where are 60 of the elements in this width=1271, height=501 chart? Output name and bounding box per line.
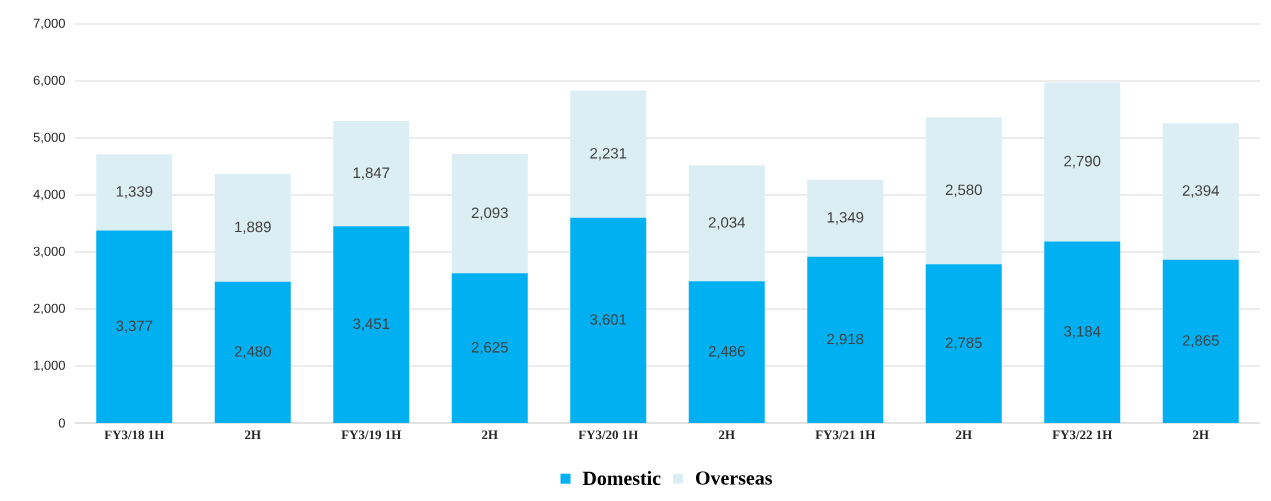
data-label: 2,865: [1182, 335, 1219, 348]
x-tick-label: 2H: [719, 430, 735, 440]
data-label: 2,394: [1182, 185, 1219, 198]
data-label: 2,785: [945, 337, 982, 350]
x-tick-label: 2H: [1193, 430, 1209, 440]
legend-label: Overseas: [696, 471, 773, 485]
data-label: 2,480: [234, 346, 271, 359]
data-label: 3,377: [116, 320, 153, 333]
data-label: 2,580: [945, 184, 982, 197]
bar: [688, 281, 765, 423]
data-label: 2,625: [471, 342, 508, 355]
bar: [1044, 82, 1121, 242]
bar: [96, 230, 173, 423]
bar: [807, 179, 884, 257]
bar: [1044, 241, 1121, 423]
legend-label: Domestic: [582, 471, 661, 486]
bar: [570, 217, 647, 423]
bar: [214, 281, 291, 423]
data-label: 2,918: [827, 333, 864, 346]
bar: [214, 173, 291, 282]
x-tick-label: 2H: [482, 430, 498, 440]
y-tick-label: 6,000: [33, 75, 65, 87]
data-label: 2,790: [1064, 155, 1101, 169]
x-tick-label: 2H: [956, 430, 972, 440]
data-label: 1,847: [353, 167, 390, 180]
bar: [925, 264, 1002, 423]
y-tick-label: 3,000: [33, 246, 65, 258]
data-label: 1,349: [827, 212, 864, 225]
data-label: 2,093: [471, 207, 508, 220]
data-label: 1,889: [235, 221, 271, 234]
data-label: 2,231: [590, 147, 627, 161]
y-tick-label: 1,000: [34, 360, 65, 372]
data-label: 1,339: [116, 186, 153, 199]
y-tick-label: 7,000: [33, 18, 65, 30]
bar: [1162, 123, 1239, 260]
bar: [96, 154, 173, 231]
bar: [1162, 259, 1239, 423]
x-tick-label: FY3/18 1H: [104, 430, 165, 440]
bar: [451, 273, 528, 423]
bar: [570, 90, 647, 218]
data-label: 3,451: [353, 318, 390, 331]
bar: [807, 256, 884, 423]
data-label: 3,601: [590, 314, 627, 327]
y-tick-label: 5,000: [33, 132, 65, 144]
bar: [688, 165, 765, 282]
y-tick-label: 0: [58, 418, 65, 428]
bar: [333, 226, 410, 423]
bar: [333, 121, 410, 227]
x-tick-label: FY3/19 1H: [341, 430, 402, 440]
bar: [925, 117, 1002, 265]
x-tick-label: FY3/21 1H: [815, 430, 876, 440]
data-label: 3,184: [1064, 326, 1101, 339]
y-tick-label: 4,000: [33, 189, 65, 201]
x-tick-label: FY3/22 1H: [1052, 430, 1113, 440]
x-tick-label: FY3/20 1H: [578, 430, 639, 440]
y-tick-label: 2,000: [33, 303, 65, 315]
x-tick-label: 2H: [245, 430, 261, 440]
bar: [451, 154, 528, 274]
data-label: 2,486: [708, 345, 745, 359]
data-label: 2,034: [708, 217, 746, 230]
